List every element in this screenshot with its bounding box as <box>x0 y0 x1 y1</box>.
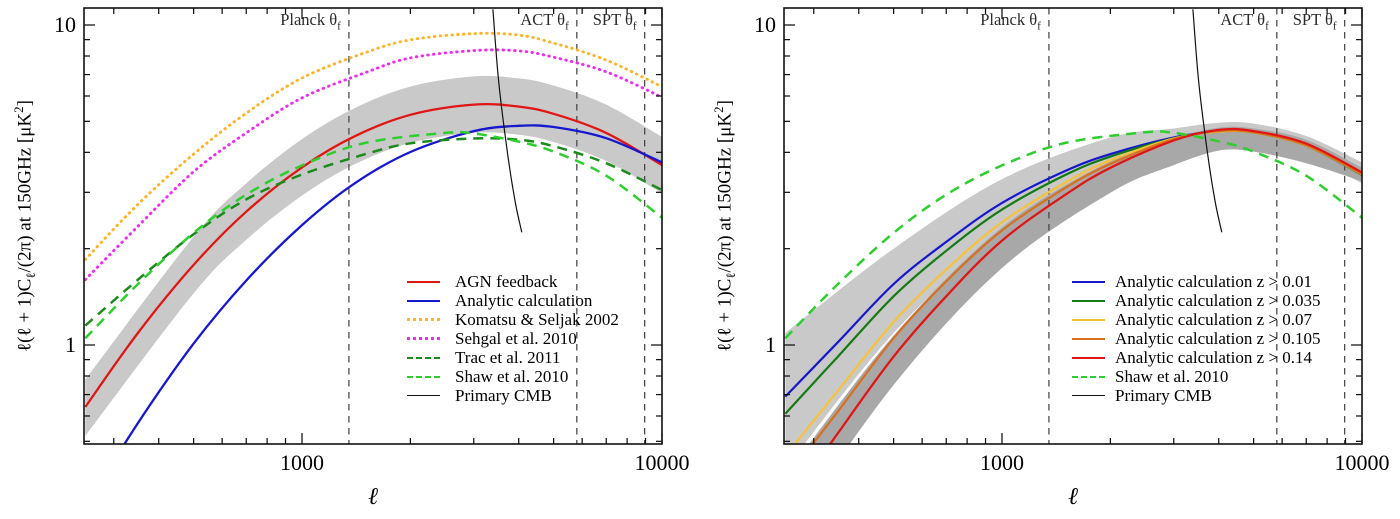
y-tick-label-1: 1 <box>65 332 76 357</box>
series-analytic-calculation-z-0-105 <box>811 129 1362 444</box>
legend-item: Analytic calculation z > 0.01 <box>1072 272 1321 291</box>
y-axis-label: ℓ(ℓ + 1)Cℓ/(2π) at 150GHz [μK2] <box>11 100 39 352</box>
legend-swatch-z-0-01 <box>1072 280 1105 283</box>
legend-item: Analytic calculation <box>407 291 619 310</box>
legend-swatch-z-0-035 <box>1072 299 1105 302</box>
x-tick-label-1000: 1000 <box>280 450 324 475</box>
legend-swatch-z-0-14 <box>1072 356 1105 359</box>
y-axis-label: ℓ(ℓ + 1)Cℓ/(2π) at 150GHz [μK2] <box>711 100 739 352</box>
vline-label-planck: Planck θf <box>280 10 341 33</box>
left-plot-canvas <box>83 7 663 445</box>
vline-label-act: ACT θf <box>1220 10 1269 33</box>
y-tick-label-10: 10 <box>54 12 76 37</box>
legend-item: Primary CMB <box>1072 386 1321 405</box>
left-panel: ℓ(ℓ + 1)Cℓ/(2π) at 150GHz [μK2] 10 1 100… <box>11 7 690 510</box>
legend-item: Analytic calculation z > 0.105 <box>1072 329 1321 348</box>
legend-swatch-z-0-105 <box>1072 337 1105 340</box>
plot-frame <box>83 7 663 445</box>
legend-item: Primary CMB <box>407 386 619 405</box>
plot-area <box>784 8 1362 444</box>
plot-area <box>84 8 662 444</box>
series-komatsu-seljak-2002 <box>84 31 662 261</box>
legend-swatch-shaw <box>1072 375 1105 378</box>
x-tick-label-10000: 10000 <box>1334 450 1390 475</box>
legend-item: Shaw et al. 2010 <box>407 367 619 386</box>
legend-item: Shaw et al. 2010 <box>1072 367 1321 386</box>
series-primary-cmb <box>1192 9 1223 233</box>
series-sehgal-et-al-2010 <box>84 48 662 282</box>
x-axis-label: ℓ <box>1068 484 1078 510</box>
legend-swatch-komatsu <box>407 318 440 321</box>
legend-item: Sehgal et al. 2010 <box>407 329 619 348</box>
x-axis-label: ℓ <box>368 484 378 510</box>
legend-item: Trac et al. 2011 <box>407 348 619 367</box>
vline-label-spt: SPT θf <box>592 10 637 33</box>
legend-item: Komatsu & Seljak 2002 <box>407 310 619 329</box>
y-tick-label-1: 1 <box>765 332 776 357</box>
legend-left: AGN feedback Analytic calculation Komats… <box>407 272 619 405</box>
x-tick-label-10000: 10000 <box>634 450 690 475</box>
right-plot-canvas <box>783 7 1363 445</box>
vline-label-planck: Planck θf <box>980 10 1041 33</box>
legend-item: AGN feedback <box>407 272 619 291</box>
legend-swatch-analytic <box>407 299 440 302</box>
series-trac-et-al-2011 <box>84 137 662 327</box>
vline-label-act: ACT θf <box>520 10 569 33</box>
legend-swatch-primary-cmb <box>407 395 440 396</box>
series-analytic-calculation <box>123 124 662 444</box>
series-analytic-calculation-z-0-14 <box>828 127 1362 444</box>
series-shaw-et-al-2010 <box>784 130 1362 340</box>
legend-swatch-z-0-07 <box>1072 318 1105 321</box>
legend-swatch-sehgal <box>407 337 440 340</box>
series-agn-feedback <box>84 102 662 408</box>
legend-item: Analytic calculation z > 0.14 <box>1072 348 1321 367</box>
legend-item: Analytic calculation z > 0.07 <box>1072 310 1321 329</box>
series-primary-cmb <box>492 9 523 233</box>
plot-frame <box>783 7 1363 445</box>
legend-swatch-shaw <box>407 375 440 378</box>
legend-right: Analytic calculation z > 0.01 Analytic c… <box>1072 272 1321 405</box>
right-panel: ℓ(ℓ + 1)Cℓ/(2π) at 150GHz [μK2] 10 1 100… <box>700 0 1400 519</box>
uncertainty-band <box>809 126 1362 444</box>
x-tick-label-1000: 1000 <box>980 450 1024 475</box>
legend-item: Analytic calculation z > 0.035 <box>1072 291 1321 310</box>
legend-swatch-primary-cmb <box>1072 395 1105 396</box>
legend-swatch-agn-feedback <box>407 280 440 283</box>
legend-swatch-trac <box>407 356 440 359</box>
y-tick-label-10: 10 <box>754 12 776 37</box>
series-shaw-et-al-2010 <box>84 130 662 340</box>
vline-label-spt: SPT θf <box>1292 10 1337 33</box>
